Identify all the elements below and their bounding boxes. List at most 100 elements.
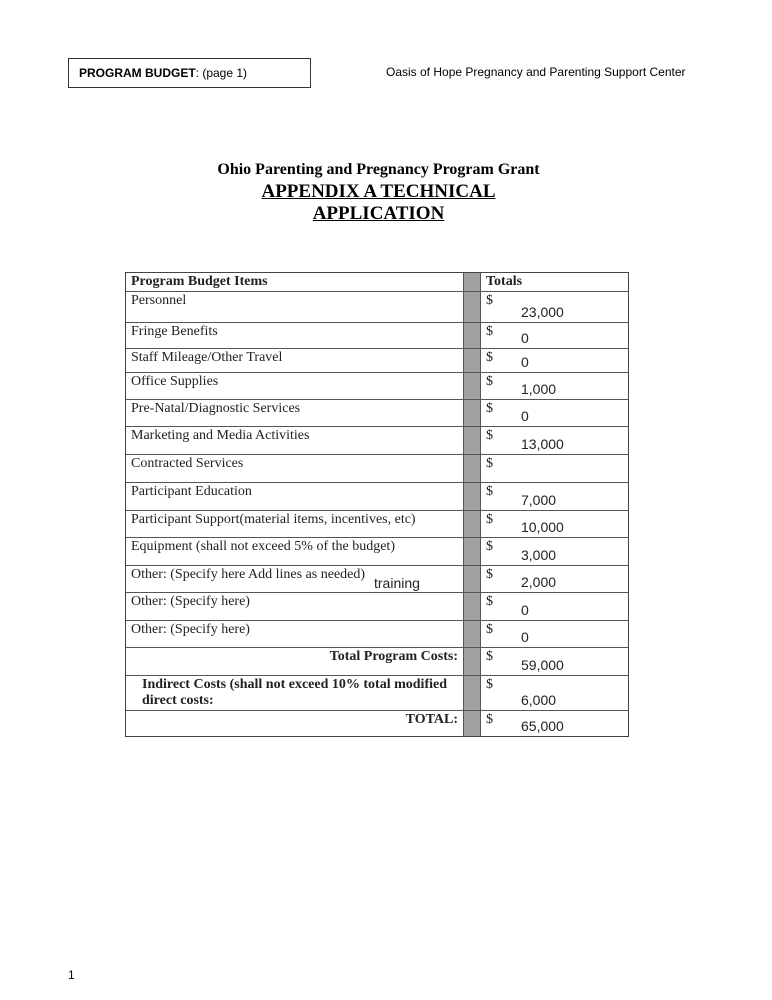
- gray-divider: [463, 711, 481, 736]
- gray-divider: [463, 455, 481, 482]
- total-cell: $6,000: [481, 676, 628, 710]
- currency-symbol: $: [486, 484, 493, 499]
- table-row: Pre-Natal/Diagnostic Services $0: [126, 400, 628, 427]
- total-cell: $0: [481, 349, 628, 372]
- table-row: Participant Support(material items, ince…: [126, 511, 628, 538]
- table-row: Other: (Specify here) $0: [126, 593, 628, 621]
- budget-item-label: Indirect Costs (shall not exceed 10% tot…: [142, 677, 447, 708]
- currency-symbol: $: [486, 512, 493, 527]
- currency-symbol: $: [486, 428, 493, 443]
- gray-divider: [463, 621, 481, 647]
- appendix-title: APPENDIX A TECHNICAL: [261, 181, 496, 202]
- total-cell: $65,000: [481, 711, 628, 736]
- budget-item-label: Marketing and Media Activities: [131, 428, 310, 443]
- table-row: Other: (Specify here) $0: [126, 621, 628, 648]
- total-cell: $0: [481, 593, 628, 620]
- currency-symbol: $: [486, 677, 493, 692]
- currency-symbol: $: [486, 350, 493, 365]
- total-value: 6,000: [521, 692, 557, 708]
- budget-item-label: Total Program Costs:: [329, 649, 458, 664]
- total-cell: $10,000: [481, 511, 628, 537]
- table-row: Indirect Costs (shall not exceed 10% tot…: [126, 676, 628, 711]
- budget-item-label: Other: (Specify here): [131, 594, 250, 609]
- currency-symbol: $: [486, 374, 493, 389]
- total-cell: $0: [481, 400, 628, 426]
- total-value: 0: [521, 330, 529, 346]
- table-row: Total Program Costs: $59,000: [126, 648, 628, 676]
- currency-symbol: $: [486, 567, 493, 582]
- total-cell: $3,000: [481, 538, 628, 565]
- grant-title: Ohio Parenting and Pregnancy Program Gra…: [217, 161, 540, 178]
- gray-divider: [463, 483, 481, 510]
- header-page: : (page 1): [195, 66, 248, 80]
- budget-item-label: TOTAL:: [405, 712, 458, 727]
- table-header-row: Program Budget Items Totals: [126, 273, 628, 292]
- total-cell: $7,000: [481, 483, 628, 510]
- total-cell: $0: [481, 621, 628, 647]
- gray-divider: [463, 427, 481, 454]
- currency-symbol: $: [486, 712, 493, 727]
- total-value: 7,000: [521, 492, 557, 508]
- total-value: 0: [521, 354, 529, 370]
- gray-divider: [463, 648, 481, 675]
- gray-divider: [463, 373, 481, 399]
- table-row: Other: (Specify here Add lines as needed…: [126, 566, 628, 593]
- budget-item-label: Personnel: [131, 293, 187, 308]
- total-value: 2,000: [521, 574, 557, 590]
- table-row: Personnel $23,000: [126, 292, 628, 323]
- budget-table: Program Budget Items Totals Personnel $23…: [125, 272, 629, 737]
- total-value: 1,000: [521, 381, 557, 397]
- currency-symbol: $: [486, 539, 493, 554]
- table-row: Staff Mileage/Other Travel $0: [126, 349, 628, 373]
- gray-divider: [463, 676, 481, 710]
- currency-symbol: $: [486, 649, 493, 664]
- budget-item-label: Participant Education: [131, 484, 252, 499]
- total-cell: $0: [481, 323, 628, 348]
- total-value: 0: [521, 602, 529, 618]
- total-value: 3,000: [521, 547, 557, 563]
- budget-item-label: Office Supplies: [131, 374, 219, 389]
- gray-divider: [463, 273, 481, 291]
- total-value: 59,000: [521, 657, 564, 673]
- gray-divider: [463, 349, 481, 372]
- total-cell: $13,000: [481, 427, 628, 454]
- budget-item-label: Other: (Specify here Add lines as needed…: [131, 567, 366, 582]
- currency-symbol: $: [486, 293, 493, 308]
- gray-divider: [463, 566, 481, 592]
- column-header-items: Program Budget Items: [131, 274, 268, 289]
- program-budget-header-box: PROGRAM BUDGET: (page 1): [68, 58, 311, 88]
- currency-symbol: $: [486, 594, 493, 609]
- budget-item-label: Participant Support(material items, ince…: [131, 512, 416, 527]
- currency-symbol: $: [486, 622, 493, 637]
- budget-item-label: Contracted Services: [131, 456, 244, 471]
- total-cell: $23,000: [481, 292, 628, 322]
- table-row: TOTAL: $65,000: [126, 711, 628, 736]
- organization-name: Oasis of Hope Pregnancy and Parenting Su…: [386, 65, 686, 79]
- total-cell: $: [481, 455, 628, 482]
- table-row: Office Supplies $1,000: [126, 373, 628, 400]
- total-cell: $1,000: [481, 373, 628, 399]
- budget-item-label: Staff Mileage/Other Travel: [131, 350, 283, 365]
- gray-divider: [463, 511, 481, 537]
- gray-divider: [463, 323, 481, 348]
- table-row: Equipment (shall not exceed 5% of the bu…: [126, 538, 628, 566]
- total-value: 0: [521, 629, 529, 645]
- total-value: 23,000: [521, 304, 564, 320]
- budget-item-label: Equipment (shall not exceed 5% of the bu…: [131, 539, 395, 554]
- header-label: PROGRAM BUDGET: [79, 66, 196, 80]
- gray-divider: [463, 593, 481, 620]
- column-header-totals: Totals: [486, 274, 523, 289]
- currency-symbol: $: [486, 401, 493, 416]
- table-row: Contracted Services $: [126, 455, 628, 483]
- total-cell: $2,000: [481, 566, 628, 592]
- budget-item-label: Pre-Natal/Diagnostic Services: [131, 401, 301, 416]
- budget-item-label: Fringe Benefits: [131, 324, 218, 339]
- total-value: 0: [521, 408, 529, 424]
- page-number: 1: [68, 968, 75, 982]
- appendix-subtitle: APPLICATION: [312, 203, 445, 224]
- total-cell: $59,000: [481, 648, 628, 675]
- gray-divider: [463, 292, 481, 322]
- table-row: Marketing and Media Activities $13,000: [126, 427, 628, 455]
- currency-symbol: $: [486, 324, 493, 339]
